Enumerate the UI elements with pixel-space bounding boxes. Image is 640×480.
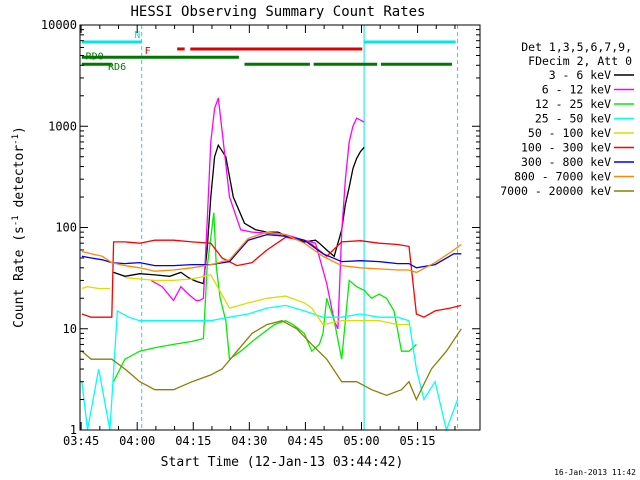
legend-label-2: 12 - 25 keV <box>535 97 611 111</box>
series-line-2 <box>113 212 417 382</box>
series-line-3 <box>81 304 459 433</box>
y-axis-label-sup2: -1 <box>11 134 21 145</box>
legend-label-6: 300 - 800 keV <box>521 155 611 169</box>
series-line-6 <box>81 233 462 269</box>
y-axis-label: Count Rate (s-1 detector-1) <box>11 126 27 328</box>
series-line-0 <box>113 143 365 285</box>
x-axis-label: Start Time (12-Jan-13 03:44:42) <box>161 455 404 470</box>
y-axis-label-main: Count Rate (s <box>12 226 27 328</box>
plot-frame <box>79 24 481 431</box>
x-tick-label-1: 04:00 <box>119 434 155 448</box>
legend-label-4: 50 - 100 keV <box>528 126 611 140</box>
y-axis-label-mid: detector <box>12 145 27 216</box>
legend-header-line-2: FDecim 2, Att 0 <box>528 54 632 68</box>
legend-label-1: 6 - 12 keV <box>542 83 611 97</box>
y-tick-label-0: 1 <box>70 423 77 437</box>
x-axis: 03:45 04:00 04:15 04:30 04:45 05:00 05:15 <box>63 25 456 448</box>
legend-label-3: 25 - 50 keV <box>535 112 611 126</box>
x-tick-label-2: 04:15 <box>175 434 211 448</box>
x-tick-label-5: 05:00 <box>343 434 379 448</box>
y-axis-label-end: ) <box>12 126 27 134</box>
y-axis: 1 10 100 1000 10000 <box>41 18 480 437</box>
x-tick-label-4: 04:45 <box>287 434 323 448</box>
y-tick-label-1: 10 <box>63 322 77 336</box>
y-tick-label-2: 100 <box>55 221 77 235</box>
legend-label-8: 7000 - 20000 keV <box>500 184 611 198</box>
series-line-5 <box>81 236 462 318</box>
y-tick-label-3: 1000 <box>48 119 77 133</box>
series-line-4 <box>81 274 409 326</box>
x-tick-label-3: 04:30 <box>231 434 267 448</box>
legend-label-5: 100 - 300 keV <box>521 141 611 155</box>
footer-date: 16-Jan-2013 11:42 <box>554 468 636 477</box>
legend: Det 1,3,5,6,7,9, FDecim 2, Att 0 3 - 6 k… <box>500 40 634 198</box>
series-line-1 <box>150 97 365 330</box>
chart-title: HESSI Observing Summary Count Rates <box>130 4 425 20</box>
legend-label-7: 800 - 7000 keV <box>514 170 611 184</box>
series-line-8 <box>81 320 462 402</box>
legend-label-0: 3 - 6 keV <box>549 68 611 82</box>
flag-label-1: F <box>145 46 151 57</box>
x-tick-label-0: 03:45 <box>63 434 99 448</box>
y-axis-label-sup1: -1 <box>11 215 21 226</box>
flag-label-0: N <box>134 30 140 41</box>
flag-label-3: RD6 <box>108 62 126 73</box>
plot-area: NF RD0 RD6 <box>81 25 462 433</box>
y-tick-label-4: 10000 <box>41 18 77 32</box>
flag-label-2: RD0 <box>86 51 104 62</box>
x-tick-label-6: 05:15 <box>400 434 436 448</box>
legend-header-line-1: Det 1,3,5,6,7,9, <box>521 40 632 54</box>
series-line-7 <box>81 231 462 274</box>
